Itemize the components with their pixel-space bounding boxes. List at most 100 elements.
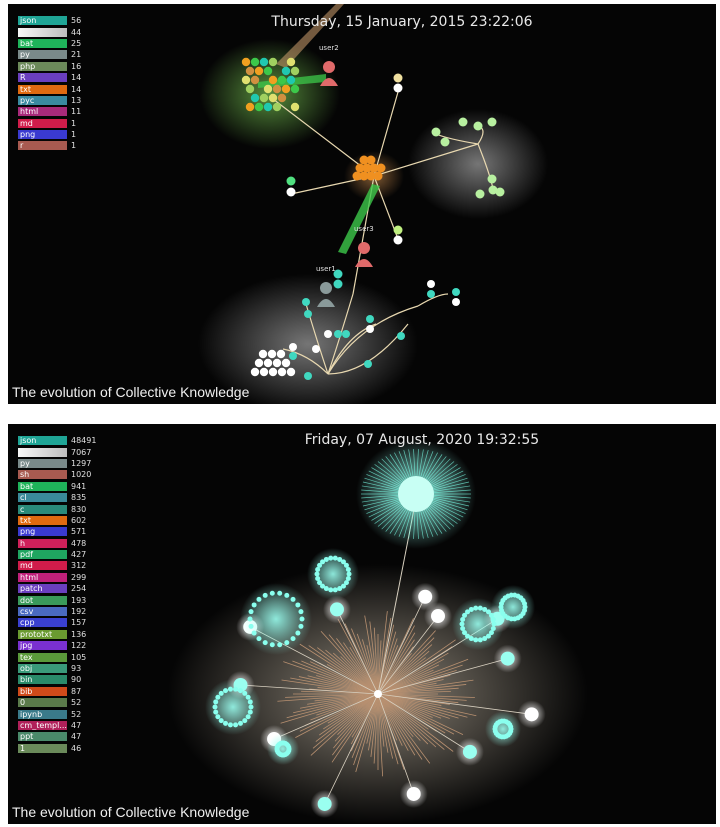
legend-swatch: txt (18, 515, 67, 525)
graph-edge (377, 690, 451, 695)
file-node (248, 704, 254, 710)
file-node (262, 640, 268, 646)
file-node (482, 636, 488, 642)
legend-item: png 1 (18, 129, 81, 140)
user-avatar-user2 (320, 61, 338, 86)
graph-edge (377, 693, 455, 735)
legend-swatch: bin (18, 675, 67, 685)
graph-edge (364, 615, 379, 695)
legend-item: cm_templ... 47 (18, 720, 96, 731)
file-node (256, 636, 262, 642)
graph-edge (377, 639, 415, 695)
file-node (272, 102, 282, 112)
legend-item: bin 90 (18, 674, 96, 685)
file-node (374, 690, 382, 698)
graph-edge (299, 643, 379, 695)
legend-item: py 21 (18, 49, 81, 60)
file-node (477, 605, 483, 611)
file-node (508, 724, 514, 730)
file-node (277, 75, 287, 85)
graph-edge (377, 615, 439, 695)
graph-edge (377, 693, 437, 748)
graph-edge (377, 693, 431, 764)
file-node (452, 288, 460, 296)
file-node (315, 566, 321, 572)
graph-edge (377, 639, 456, 695)
legend-count: 830 (71, 504, 87, 514)
file-node (376, 163, 386, 173)
file-node (268, 57, 278, 67)
file-node (259, 367, 269, 377)
graph-edge (292, 660, 379, 695)
graph-edge (373, 693, 379, 764)
file-node (250, 367, 260, 377)
file-node (262, 592, 268, 598)
legend-count: 56 (71, 16, 82, 26)
legend-item: 0 52 (18, 697, 96, 708)
file-node (452, 298, 460, 306)
file-node (245, 84, 255, 94)
file-node (290, 84, 300, 94)
file-node (245, 66, 255, 76)
legend-count: 7067 (71, 447, 92, 457)
file-node (459, 621, 465, 627)
graph-edge (332, 693, 379, 756)
file-node (462, 612, 468, 618)
file-node (460, 616, 466, 622)
graph-edge (377, 658, 508, 695)
graph-edge (377, 693, 532, 715)
legend-item: bat 25 (18, 38, 81, 49)
legend-swatch: 0 (18, 698, 67, 708)
file-node (263, 358, 273, 368)
graph-edge (377, 632, 416, 695)
file-node (324, 330, 332, 338)
legend-swatch: txt (18, 84, 67, 94)
legend-swatch: bib (18, 686, 67, 696)
graph-edge (307, 693, 379, 705)
caption: The evolution of Collective Knowledge (12, 384, 250, 400)
repository-graph-2020 (168, 439, 588, 824)
graph-edge (370, 693, 379, 757)
file-node (337, 556, 343, 562)
file-node (259, 93, 269, 103)
file-node (440, 137, 450, 147)
file-node (302, 298, 310, 306)
file-node (323, 556, 329, 562)
legend-item: json 48491 (18, 435, 96, 446)
graph-edge (280, 693, 379, 724)
graph-edge (293, 693, 379, 714)
legend-count: 21 (71, 50, 82, 60)
graph-edge (377, 664, 440, 695)
cluster-glow (267, 733, 299, 765)
file-node (259, 57, 269, 67)
graph-edge (377, 631, 397, 695)
graph-edge (377, 693, 409, 751)
graph-edge (377, 652, 449, 695)
file-node (328, 587, 334, 593)
timestamp: Thursday, 15 January, 2015 23:22:06 (271, 14, 533, 30)
legend-count: 47 (71, 732, 82, 742)
file-type-legend: json 56 44 bat 25 py 21 php 16 R 14 txt 14 pyc 13 html 1… (18, 15, 81, 152)
user-label: user3 (354, 225, 374, 233)
legend-swatch: png (18, 130, 67, 140)
file-node (215, 714, 221, 720)
file-node (468, 606, 474, 612)
graph-edge (377, 630, 436, 695)
legend-count: 835 (71, 493, 87, 503)
file-node (242, 690, 248, 696)
graph-edge (334, 693, 379, 742)
graph-edge (308, 645, 379, 695)
legend-swatch: md (18, 561, 67, 571)
file-node (462, 630, 468, 636)
legend-count: 602 (71, 515, 87, 525)
file-node (485, 633, 491, 639)
legend-swatch: 1 (18, 743, 67, 753)
legend-item: json 56 (18, 15, 81, 26)
file-node (245, 694, 251, 700)
legend-count: 14 (71, 84, 82, 94)
file-node (473, 605, 479, 611)
file-node (334, 330, 342, 338)
graph-edge (290, 677, 379, 695)
file-node (298, 609, 304, 615)
graph-edge (326, 664, 379, 695)
